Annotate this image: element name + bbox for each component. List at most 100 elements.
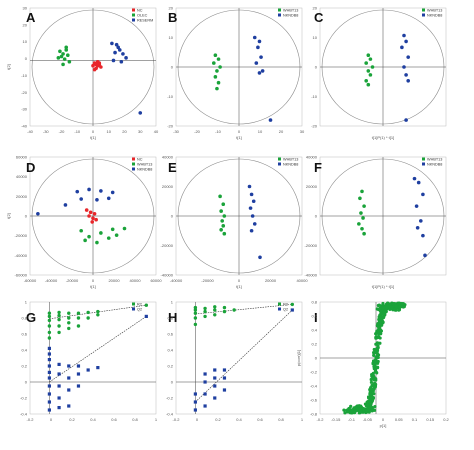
data-point [257,71,262,75]
panel-letter: F [314,160,322,175]
data-point [91,216,95,221]
y-tick-label: 0 [25,56,28,61]
data-point [47,311,52,315]
legend-label: R2 [283,303,288,307]
y-tick-label: 1 [25,300,28,305]
data-point [47,370,51,374]
data-point [402,33,406,38]
x-tick-label: 1 [301,417,304,422]
data-point [79,228,83,233]
data-point [114,233,119,237]
x-tick-label: 0 [92,129,95,134]
data-point [99,231,103,235]
data-point [378,332,383,336]
data-point [250,214,255,218]
legend-label: NKNDB8 [283,163,298,167]
data-point [57,406,61,410]
data-point [380,323,384,327]
data-point [47,384,51,388]
legend-label: WHBT13 [427,158,442,162]
regression-line [195,309,293,403]
data-point [232,308,236,312]
x-tick-label: 0 [238,278,241,283]
x-tick-label: 0.2 [215,417,221,422]
data-point [57,384,61,388]
y-tick-label: 20 [169,6,174,11]
y-tick-label: 0.2 [311,342,317,347]
x-tick-label: -0.2 [27,417,35,422]
y-tick-label: -10 [311,94,318,99]
legend-swatch [278,307,281,311]
data-point [144,314,148,318]
data-point [254,61,259,65]
data-point [66,53,70,57]
data-point [372,353,376,357]
legend-label: WHBT13 [283,158,298,162]
y-tick-label: 40000 [162,155,174,160]
data-point [57,362,61,366]
data-point [416,180,421,185]
x-axis-label: t[1] [90,284,96,289]
data-point [252,222,257,226]
x-tick-label: 10 [258,129,263,134]
x-tick-label: 30 [300,129,305,134]
data-point [106,196,111,201]
data-point [213,308,217,312]
x-tick-label: 0 [50,417,53,422]
data-point [368,73,373,77]
data-point [370,65,375,69]
y-tick-label: -40000 [305,273,318,278]
x-tick-label: 0.1 [412,417,418,422]
data-point [76,372,81,376]
data-point [47,352,51,356]
data-point [76,311,81,315]
data-point [404,39,408,44]
data-point [414,204,419,208]
y-tick-label: 0 [315,356,318,361]
data-point [95,59,100,64]
data-point [415,226,420,230]
y-tick-label: 0 [25,380,28,385]
data-point [373,358,377,362]
data-point [110,227,115,232]
data-point [342,408,346,412]
data-point [193,305,198,310]
data-point [366,53,371,57]
legend-swatch [278,13,281,17]
data-point [404,73,408,77]
data-point [290,308,294,312]
data-point [67,59,72,64]
data-point [83,238,87,243]
data-point [67,364,71,368]
x-tick-label: -30 [173,129,180,134]
data-point [57,324,61,328]
data-point [392,307,396,312]
legend-swatch [422,8,425,12]
data-point [256,45,260,50]
x-axis-label: t[1]P(1) * t[1] [372,284,394,289]
data-point [361,406,366,411]
data-point [203,306,207,311]
data-point [193,392,197,396]
x-tick-label: 0.05 [395,417,404,422]
data-point [412,176,417,181]
y-tick-label: 0.8 [21,316,27,321]
data-point [193,308,198,312]
x-tick-label: -20000 [201,278,214,283]
y-tick-label: 0.6 [311,314,317,319]
data-point [97,62,102,67]
data-point [86,368,90,372]
panel-letter: E [168,160,177,175]
data-point [203,380,207,384]
data-point [122,226,127,231]
data-point [360,189,364,194]
data-point [219,209,223,213]
regression-line [49,316,147,383]
data-point [258,255,262,260]
data-point [213,396,217,400]
data-point [213,305,217,309]
data-point [402,304,406,309]
x-tick-label: -40000 [45,278,58,283]
